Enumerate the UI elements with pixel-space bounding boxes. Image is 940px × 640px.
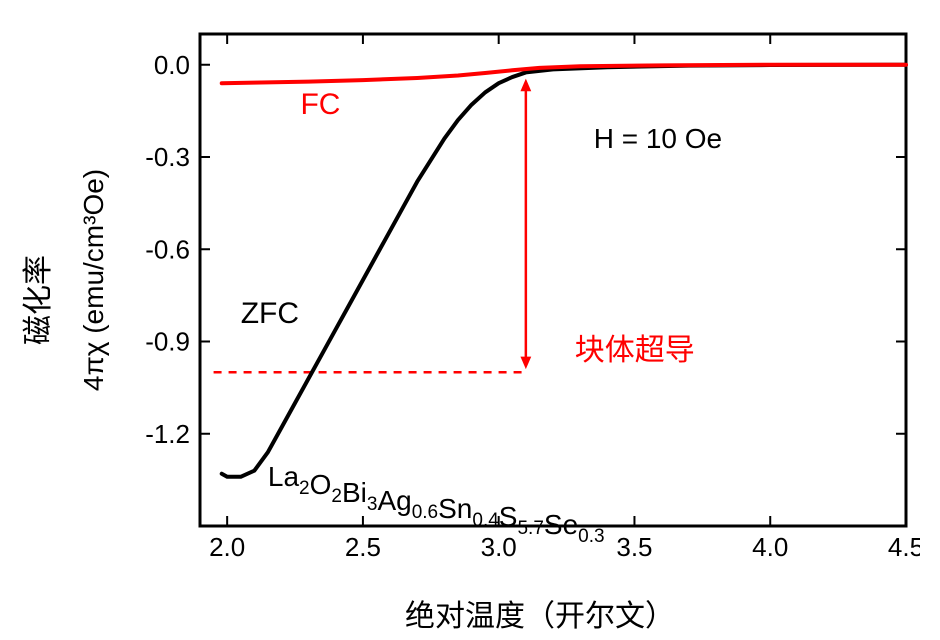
fc-label: FC: [300, 88, 340, 121]
tc-arrow-head-up: [520, 79, 531, 92]
x-tick-label: 3.5: [616, 532, 652, 562]
susceptibility-chart: 磁化率 4πχ (emu/cm³Oe) 2.0 2.5 3.0 3.5 4.0 4.5 -1…: [0, 0, 940, 640]
y-tick-label: -0.3: [145, 142, 190, 172]
y-tick-label: -0.6: [145, 234, 190, 264]
y-tick-label: -0.9: [145, 327, 190, 357]
x-tick-label: 2.0: [209, 532, 245, 562]
y-axis-label-inner: 4πχ (emu/cm³Oe): [72, 0, 116, 560]
x-tick-label: 4.0: [752, 532, 788, 562]
zfc-label: ZFC: [241, 297, 299, 330]
compound-formula: La2O2Bi3Ag0.6Sn0.4S5.7Se0.3: [268, 461, 605, 547]
zfc-curve: [222, 65, 906, 477]
field-label: H = 10 Oe: [594, 123, 722, 154]
tc-arrow-head-down: [520, 357, 531, 370]
ylabel-inner-text: 4πχ (emu/cm³Oe): [78, 169, 110, 391]
x-axis-label: 绝对温度（开尔文）: [180, 591, 900, 635]
y-tick-label: -1.2: [145, 419, 190, 449]
x-tick-label: 3.0: [481, 532, 517, 562]
plot-area: 2.0 2.5 3.0 3.5 4.0 4.5 -1.2 -0.9 -0.6 -0.3 0.0 FC Z…: [120, 20, 920, 580]
y-tick-label: 0.0: [154, 50, 190, 80]
x-tick-label: 4.5: [888, 532, 920, 562]
x-tick-label: 2.5: [345, 532, 381, 562]
y-axis-label-outer: 磁化率: [10, 0, 60, 600]
ylabel-outer-text: 磁化率: [13, 255, 57, 345]
bulk-sc-label: 块体超导: [575, 334, 695, 367]
fc-curve: [222, 65, 906, 83]
